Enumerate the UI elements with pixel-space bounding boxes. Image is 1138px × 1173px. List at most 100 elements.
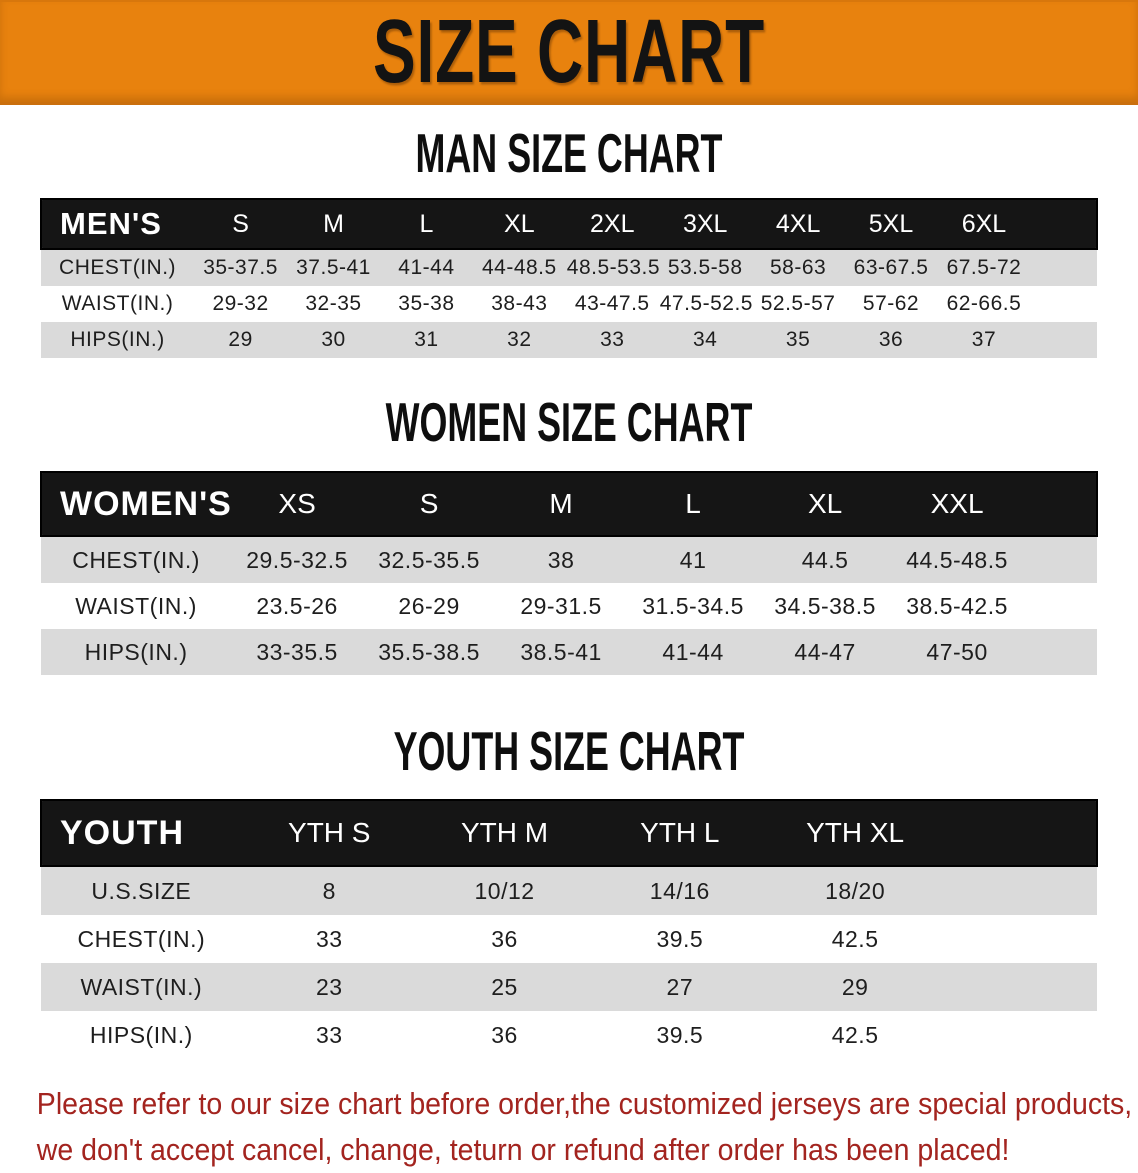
table-cell-filler (1023, 583, 1097, 629)
men-size-table: MEN'S S M L XL 2XL 3XL 4XL 5XL 6XL CHEST… (39, 198, 1098, 358)
table-cell: 32.5-35.5 (378, 546, 480, 573)
column-header: 5XL (844, 198, 938, 250)
row-label: CHEST(IN.) (59, 256, 177, 279)
column-header: YTH S (241, 799, 417, 867)
size-chart-banner: SIZE CHART (0, 0, 1138, 105)
table-cell-filler (943, 963, 1097, 1011)
table-cell: 37 (971, 328, 997, 351)
table-cell: 34 (693, 328, 718, 351)
table-cell: 38-43 (491, 292, 548, 315)
table-cell: 44.5-48.5 (906, 546, 1008, 573)
table-cell-filler (1030, 286, 1097, 322)
table-cell: 39.5 (656, 925, 704, 952)
table-cell-filler (1023, 629, 1097, 675)
column-header: 3XL (658, 198, 752, 250)
table-row-chest: CHEST(IN.) 33 36 39.5 42.5 (41, 915, 1097, 963)
table-cell: 44-48.5 (481, 256, 557, 279)
row-label: HIPS(IN.) (70, 328, 165, 351)
column-header: L (627, 471, 760, 537)
table-row-waist: WAIST(IN.) 23.5-26 26-29 29-31.5 31.5-34… (41, 583, 1097, 629)
table-cell: 36 (491, 1021, 518, 1048)
column-header: S (194, 198, 288, 250)
table-row-hips: HIPS(IN.) 33 36 39.5 42.5 (41, 1011, 1097, 1059)
column-header: YTH M (416, 799, 593, 867)
table-cell: 44-47 (794, 638, 856, 665)
table-cell: 36 (491, 925, 518, 952)
table-cell: 48.5-53.5 (566, 256, 661, 279)
disclaimer-line-1: Please refer to our size chart before or… (36, 1086, 1133, 1121)
women-section-title: WOMEN SIZE CHART (385, 391, 753, 453)
table-cell: 52.5-57 (760, 292, 836, 315)
row-label: CHEST(IN.) (72, 546, 200, 573)
youth-section-title: YOUTH SIZE CHART (393, 720, 745, 782)
table-cell: 33 (600, 328, 625, 351)
row-label: WAIST(IN.) (61, 292, 174, 315)
table-cell: 30 (321, 328, 346, 351)
page-title: SIZE CHART (373, 1, 765, 102)
youth-group-label: YOUTH (40, 799, 242, 867)
table-cell: 41 (679, 546, 707, 573)
row-label: HIPS(IN.) (89, 1021, 193, 1048)
table-cell: 42.5 (831, 925, 879, 952)
table-cell: 42.5 (831, 1021, 879, 1048)
table-cell-filler (943, 1011, 1097, 1059)
table-cell-filler (1030, 249, 1097, 286)
table-cell: 63-67.5 (853, 256, 929, 279)
header-filler (1030, 198, 1098, 250)
table-cell: 27 (666, 973, 694, 1000)
table-row-waist: WAIST(IN.) 23 25 27 29 (41, 963, 1097, 1011)
table-cell-filler (1030, 322, 1097, 358)
column-header: 2XL (565, 198, 659, 250)
table-cell-filler (1023, 536, 1097, 583)
table-cell: 35.5-38.5 (378, 638, 480, 665)
table-cell: 18/20 (825, 877, 886, 904)
table-cell: 47.5-52.5 (659, 292, 753, 315)
men-section-title: MAN SIZE CHART (415, 122, 723, 184)
table-cell: 38.5-42.5 (906, 592, 1008, 619)
column-header: 4XL (751, 198, 845, 250)
table-cell: 53.5-58 (667, 256, 743, 279)
table-cell: 33-35.5 (256, 638, 338, 665)
column-header: XXL (891, 471, 1024, 537)
table-cell: 29-32 (212, 292, 269, 315)
table-cell: 41-44 (662, 638, 724, 665)
men-group-label: MEN'S (39, 198, 195, 250)
table-cell: 33 (315, 1021, 343, 1048)
women-header-row: WOMEN'S XS S M L XL XXL (39, 471, 1098, 537)
table-cell: 44.5 (801, 546, 849, 573)
order-disclaimer: Please refer to our size chart before or… (0, 1081, 1133, 1173)
table-row-waist: WAIST(IN.) 29-32 32-35 35-38 38-43 43-47… (41, 286, 1097, 322)
table-cell: 35-38 (398, 292, 455, 315)
table-cell: 29-31.5 (520, 592, 602, 619)
table-row-chest: CHEST(IN.) 35-37.5 37.5-41 41-44 44-48.5… (41, 249, 1097, 286)
women-size-section: WOMEN SIZE CHART WOMEN'S XS S M L XL XXL… (0, 391, 1138, 675)
column-header: YTH XL (767, 799, 943, 867)
row-label: WAIST(IN.) (80, 973, 203, 1000)
table-row-hips: HIPS(IN.) 29 30 31 32 33 34 35 36 37 (41, 322, 1097, 358)
youth-size-table: YOUTH YTH S YTH M YTH L YTH XL U.S.SIZE … (40, 799, 1099, 1059)
youth-header-row: YOUTH YTH S YTH M YTH L YTH XL (40, 799, 1099, 867)
table-row-us-size: U.S.SIZE 8 10/12 14/16 18/20 (41, 866, 1097, 915)
table-cell: 47-50 (926, 638, 988, 665)
table-cell: 10/12 (474, 877, 535, 904)
table-cell: 29 (841, 973, 869, 1000)
table-cell: 62-66.5 (946, 292, 1022, 315)
table-cell: 29.5-32.5 (246, 546, 348, 573)
table-cell: 35 (785, 328, 811, 351)
table-cell: 23.5-26 (256, 592, 338, 619)
row-label: CHEST(IN.) (77, 925, 206, 952)
men-header-row: MEN'S S M L XL 2XL 3XL 4XL 5XL 6XL (39, 198, 1098, 250)
table-cell: 67.5-72 (946, 256, 1022, 279)
women-group-label: WOMEN'S (39, 471, 232, 537)
table-cell: 31.5-34.5 (642, 592, 744, 619)
row-label: WAIST(IN.) (75, 592, 197, 619)
column-header: M (287, 198, 380, 250)
table-row-hips: HIPS(IN.) 33-35.5 35.5-38.5 38.5-41 41-4… (41, 629, 1097, 675)
table-cell: 34.5-38.5 (774, 592, 876, 619)
table-cell: 14/16 (649, 877, 710, 904)
youth-size-section: YOUTH SIZE CHART YOUTH YTH S YTH M YTH L… (0, 720, 1138, 1059)
table-cell: 29 (228, 328, 253, 351)
row-label: HIPS(IN.) (84, 638, 188, 665)
table-row-chest: CHEST(IN.) 29.5-32.5 32.5-35.5 38 41 44.… (41, 536, 1097, 583)
table-cell: 38 (547, 546, 575, 573)
